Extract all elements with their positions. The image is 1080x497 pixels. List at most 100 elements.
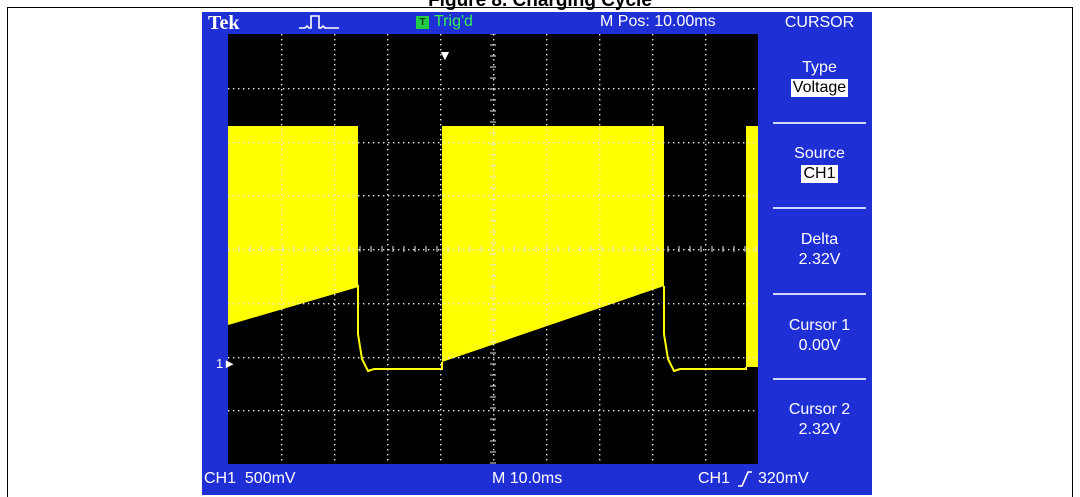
grid-dot: [658, 195, 660, 197]
grid-dot: [503, 88, 505, 90]
grid-dot: [440, 239, 442, 241]
grid-dot: [440, 399, 442, 401]
grid-dot: [546, 379, 548, 381]
grid-dot: [546, 284, 548, 286]
grid-dot: [705, 104, 707, 106]
grid-dot: [334, 204, 336, 206]
grid-dot: [308, 195, 310, 197]
grid-dot: [546, 204, 548, 206]
grid-dot: [323, 249, 325, 251]
grid-dot: [508, 142, 510, 144]
grid-dot: [334, 119, 336, 121]
grid-dot: [388, 142, 390, 144]
grid-dot: [518, 88, 520, 90]
grid-dot: [458, 303, 460, 305]
grid-dot: [608, 303, 610, 305]
grid-dot: [387, 304, 389, 306]
grid-dot: [546, 369, 548, 371]
grid-dot: [705, 359, 707, 361]
grid-dot: [599, 214, 601, 216]
grid-dot: [440, 124, 442, 126]
grid-dot: [483, 357, 485, 359]
grid-dot: [543, 410, 545, 412]
grid-dot: [298, 249, 300, 251]
grid-dot: [440, 64, 442, 66]
grid-dot: [387, 159, 389, 161]
grid-dot: [387, 294, 389, 296]
grid-dot: [334, 224, 336, 226]
grid-dot: [468, 357, 470, 359]
grid-dot: [705, 49, 707, 51]
grid-dot: [583, 410, 585, 412]
grid-dot: [440, 234, 442, 236]
grid-dot: [493, 169, 495, 171]
grid-dot: [493, 409, 495, 411]
menu-source-button[interactable]: Source CH1: [773, 144, 866, 184]
grid-dot: [387, 194, 389, 196]
grid-dot: [652, 344, 654, 346]
grid-dot: [493, 144, 495, 146]
grid-dot: [648, 249, 650, 251]
grid-dot: [583, 195, 585, 197]
grid-dot: [513, 410, 515, 412]
grid-dot: [373, 357, 375, 359]
grid-dot: [578, 303, 580, 305]
grid-dot: [733, 410, 735, 412]
grid-dot: [513, 195, 515, 197]
grid-dot: [281, 394, 283, 396]
grid-dot: [599, 234, 601, 236]
grid-dot: [440, 379, 442, 381]
grid-dot: [599, 184, 601, 186]
grid-dot: [705, 229, 707, 231]
grid-dot: [538, 249, 540, 251]
grid-dot: [281, 444, 283, 446]
grid-dot: [599, 269, 601, 271]
grid-dot: [599, 404, 601, 406]
grid-dot: [448, 249, 450, 251]
grid-dot: [599, 244, 601, 246]
grid-dot: [546, 154, 548, 156]
grid-dot: [546, 329, 548, 331]
grid-dot: [693, 303, 695, 305]
grid-dot: [423, 195, 425, 197]
grid-dot: [334, 384, 336, 386]
waveform-screen[interactable]: [228, 34, 758, 464]
grid-dot: [493, 339, 495, 341]
grid-dot: [698, 142, 700, 144]
grid-dot: [628, 357, 630, 359]
grid-dot: [546, 109, 548, 111]
grid-dot: [440, 364, 442, 366]
grid-dot: [533, 195, 535, 197]
grid-dot: [593, 303, 595, 305]
grid-dot: [718, 88, 720, 90]
grid-dot: [334, 339, 336, 341]
grid-dot: [498, 410, 500, 412]
grid-dot: [473, 195, 475, 197]
grid-dot: [387, 124, 389, 126]
grid-dot: [398, 410, 400, 412]
grid-dot: [688, 142, 690, 144]
grid-dot: [387, 414, 389, 416]
grid-dot: [387, 39, 389, 41]
grid-dot: [599, 309, 601, 311]
grid-dot: [387, 109, 389, 111]
grid-dot: [652, 264, 654, 266]
grid-dot: [273, 142, 275, 144]
grid-dot: [493, 399, 495, 401]
grid-dot: [508, 88, 510, 90]
grid-dot: [338, 249, 340, 251]
grid-dot: [698, 195, 700, 197]
grid-dot: [268, 88, 270, 90]
grid-dot: [493, 114, 495, 116]
grid-dot: [334, 189, 336, 191]
grid-dot: [652, 224, 654, 226]
grid-dot: [493, 439, 495, 441]
grid-dot: [440, 409, 442, 411]
grid-dot: [738, 195, 740, 197]
grid-dot: [387, 344, 389, 346]
grid-dot: [599, 134, 601, 136]
grid-dot: [652, 54, 654, 56]
grid-dot: [518, 195, 520, 197]
grid-dot: [705, 159, 707, 161]
menu-type-button[interactable]: Type Voltage: [773, 58, 866, 98]
